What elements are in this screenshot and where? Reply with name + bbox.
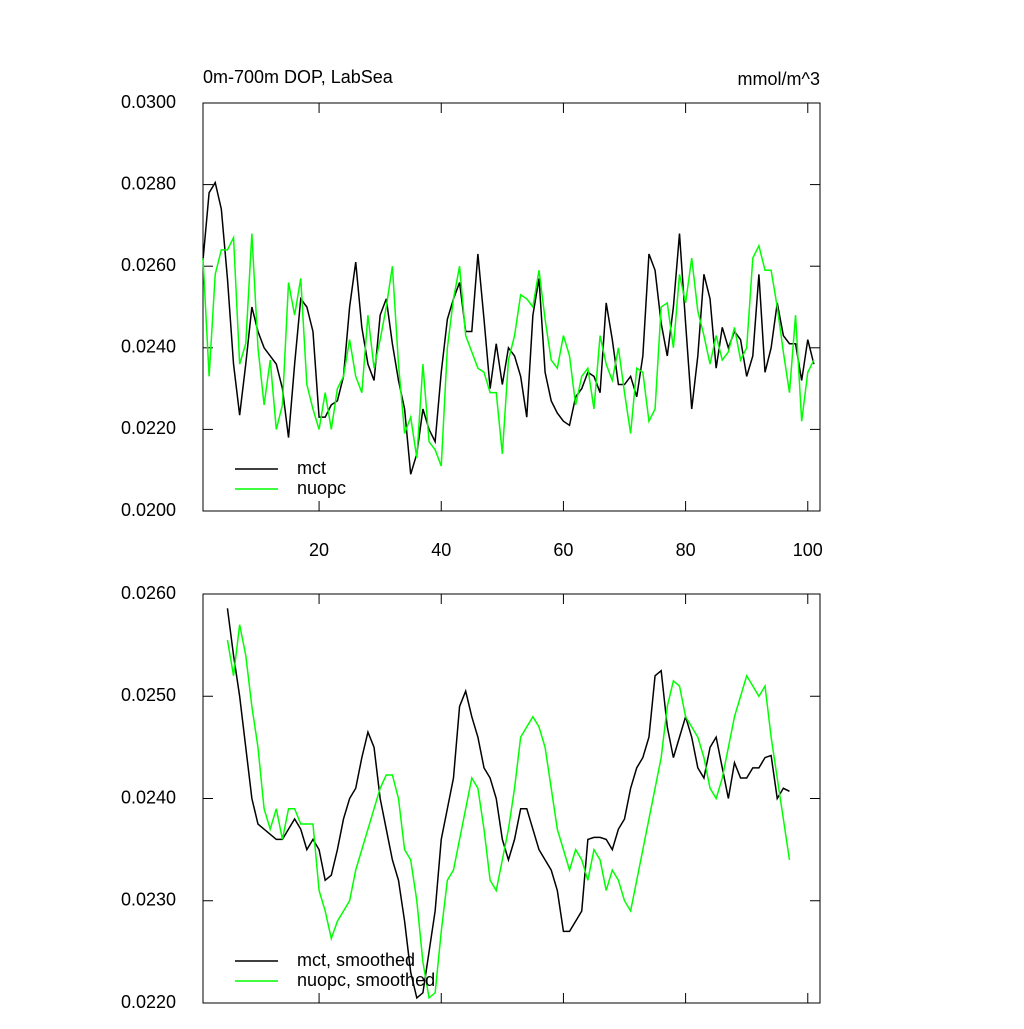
y-tick-label: 0.0260 <box>121 583 176 603</box>
y-tick-label: 0.0300 <box>121 92 176 112</box>
x-tick-label: 20 <box>309 540 329 560</box>
x-tick-label: 40 <box>431 540 451 560</box>
series-line <box>202 233 815 467</box>
y-tick-label: 0.0230 <box>121 890 176 910</box>
plot-frame <box>202 593 821 1004</box>
series-line <box>202 180 815 475</box>
unit-label: mmol/m^3 <box>738 69 820 89</box>
y-tick-label: 0.0220 <box>121 992 176 1012</box>
y-tick-label: 0.0240 <box>121 337 176 357</box>
x-tick-label: 100 <box>793 540 823 560</box>
x-tick-label: 80 <box>676 540 696 560</box>
y-tick-label: 0.0220 <box>121 418 176 438</box>
legend-label: nuopc <box>297 478 346 498</box>
y-tick-label: 0.0240 <box>121 787 176 807</box>
y-tick-label: 0.0250 <box>121 685 176 705</box>
x-tick-label: 60 <box>553 540 573 560</box>
y-tick-label: 0.0280 <box>121 173 176 193</box>
plot-frame <box>202 102 821 512</box>
y-tick-label: 0.0260 <box>121 255 176 275</box>
legend-label: mct <box>297 458 326 478</box>
series-line <box>226 608 790 1000</box>
y-tick-label: 0.0200 <box>121 500 176 520</box>
series-line <box>226 624 791 1000</box>
legend-label: mct, smoothed <box>297 950 415 970</box>
legend-label: nuopc, smoothed <box>297 970 435 990</box>
chart-title: 0m-700m DOP, LabSea <box>203 67 394 87</box>
